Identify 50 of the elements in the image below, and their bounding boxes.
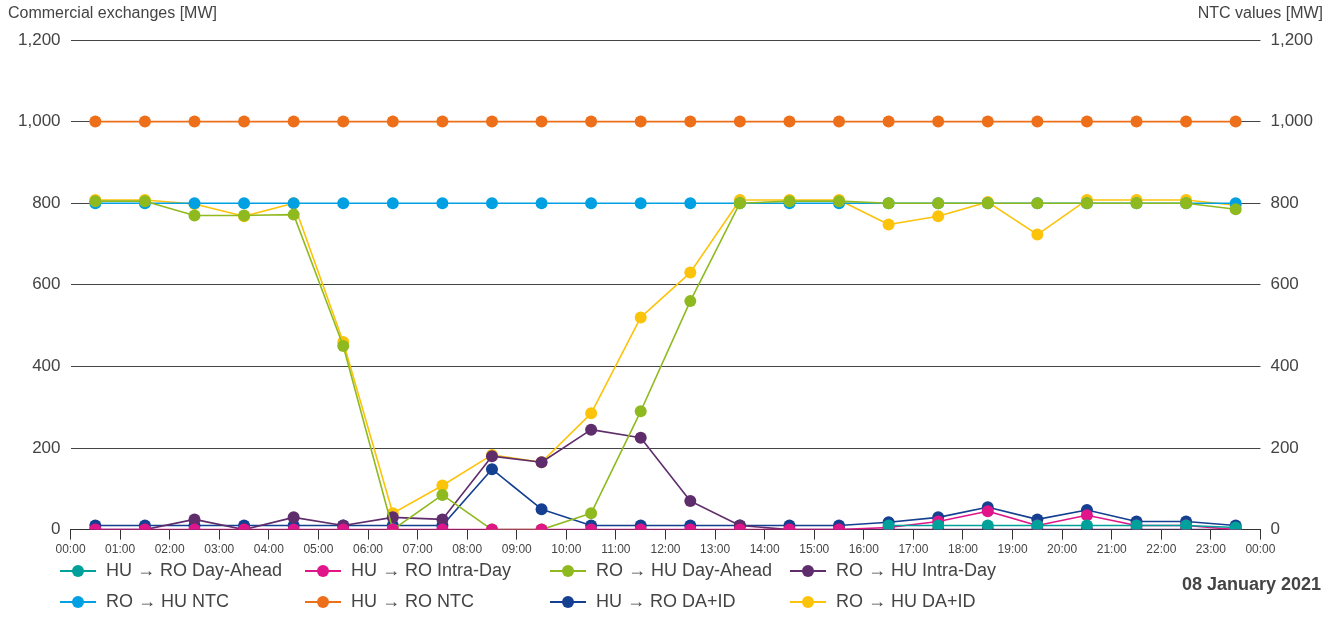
y-tick-label: 800 <box>32 192 61 212</box>
x-tick-label: 19:00 <box>997 542 1028 557</box>
x-tick-label: 21:00 <box>1096 542 1128 557</box>
x-tick-label: 11:00 <box>601 542 631 557</box>
x-tick-label: 10:00 <box>551 542 582 557</box>
y-tick-label: 400 <box>32 356 61 376</box>
y-tick-label: 1,200 <box>17 29 61 49</box>
x-tick-label: 22:00 <box>1146 542 1177 557</box>
x-tick-label: 04:00 <box>253 542 285 557</box>
x-tick-label: 20:00 <box>1047 542 1078 557</box>
y-tick-label: 0 <box>51 519 61 539</box>
legend-label: RO → HU Day-Ahead <box>596 560 773 581</box>
x-tick-label: 14:00 <box>749 542 780 557</box>
x-tick-label: 03:00 <box>204 542 235 557</box>
y2-tick-label: 200 <box>1270 437 1299 457</box>
x-tick-label: 06:00 <box>353 542 384 557</box>
legend-label: RO → HU Intra-Day <box>836 560 997 581</box>
x-tick-label: 13:00 <box>700 542 731 557</box>
legend-label: HU → RO NTC <box>351 591 474 612</box>
x-tick-label: 00:00 <box>1245 542 1276 557</box>
y2-tick-label: 800 <box>1270 192 1299 212</box>
legend-label: RO → HU NTC <box>106 591 229 612</box>
x-tick-label: 00:00 <box>55 542 86 557</box>
y2-tick-label: 1,200 <box>1270 29 1314 49</box>
x-tick-label: 15:00 <box>799 542 830 557</box>
legend-label: RO → HU DA+ID <box>836 591 976 612</box>
x-tick-label: 16:00 <box>848 542 880 557</box>
y-tick-label: 200 <box>32 437 61 457</box>
y2-tick-label: 1,000 <box>1270 111 1314 131</box>
legend-label: HU → RO Day-Ahead <box>106 560 283 581</box>
x-tick-label: 01:00 <box>105 542 136 557</box>
legend-label: HU → RO DA+ID <box>596 591 736 612</box>
y-tick-label: 600 <box>32 274 61 294</box>
x-tick-label: 12:00 <box>650 542 681 557</box>
x-tick-label: 08:00 <box>452 542 483 557</box>
y2-tick-label: 0 <box>1270 519 1280 539</box>
y2-tick-label: 400 <box>1270 356 1299 376</box>
text: 08 January 2021 <box>1181 574 1321 595</box>
x-tick-label: 02:00 <box>154 542 186 557</box>
x-tick-label: 23:00 <box>1195 542 1227 557</box>
x-tick-label: 09:00 <box>501 542 533 557</box>
legend-label: HU → RO Intra-Day <box>351 560 512 581</box>
y2-tick-label: 600 <box>1270 274 1299 294</box>
x-tick-label: 18:00 <box>947 542 979 557</box>
y-axis-title: Commercial exchanges [MW] <box>8 4 217 22</box>
y2-axis-title: NTC values [MW] <box>1197 4 1323 22</box>
x-tick-label: 17:00 <box>898 542 929 557</box>
x-tick-label: 07:00 <box>402 542 433 557</box>
y-tick-label: 1,000 <box>17 111 61 131</box>
x-tick-label: 05:00 <box>303 542 334 557</box>
